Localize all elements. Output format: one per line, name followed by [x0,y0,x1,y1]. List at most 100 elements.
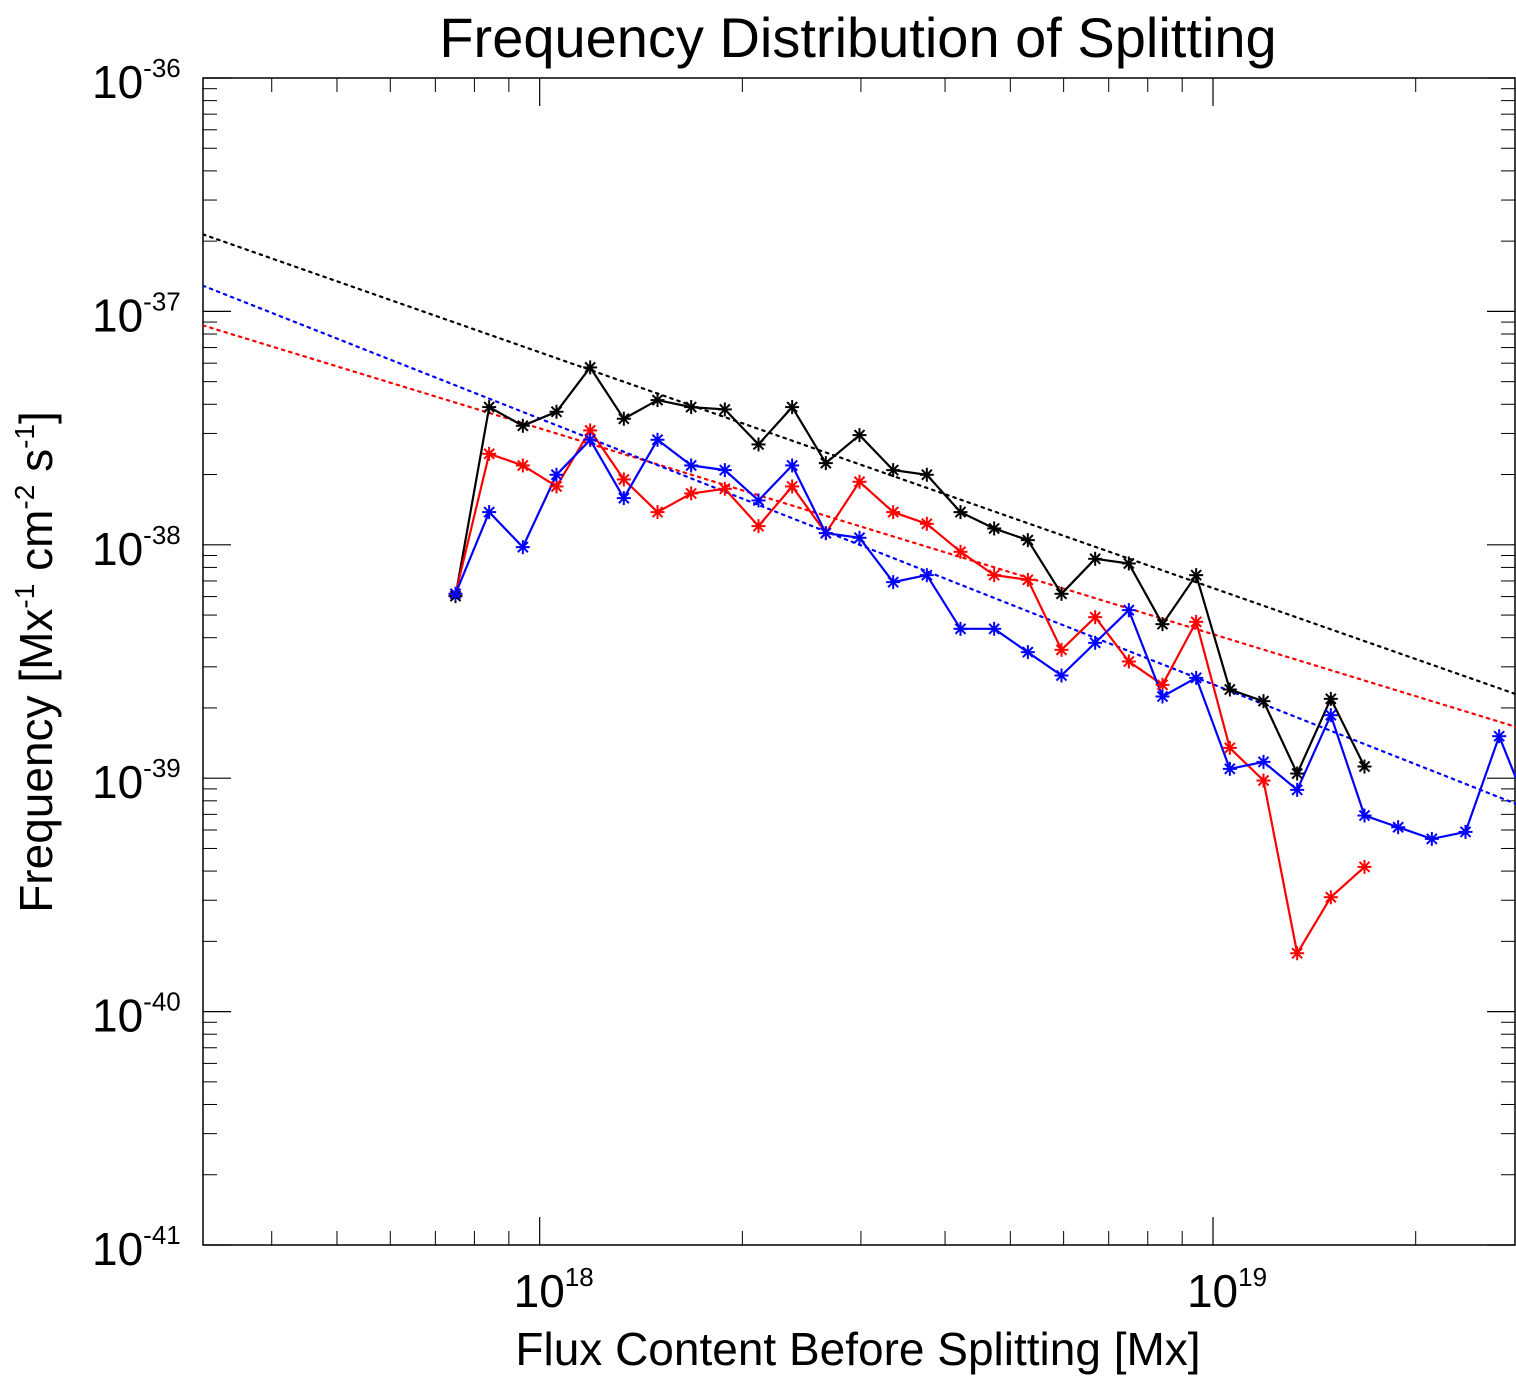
black-point [1323,691,1338,706]
black-point [684,400,699,415]
red-point [751,519,766,534]
blue-point [785,458,800,473]
blue-point [1121,603,1136,618]
series-markers [448,360,1507,961]
red-point [886,505,901,520]
y-tick-label: 10-39 [92,753,181,808]
y-axis-label-superscript: -1 [9,584,40,609]
blue-point [987,621,1002,636]
y-tick-labels: 10-36 10-37 10-38 10-39 10-40 10-41 [92,53,181,1275]
blue-fit-line [203,284,1516,805]
blue-point [1020,645,1035,660]
red-point [1357,859,1372,874]
blue-point [448,586,463,601]
black-point [1088,551,1103,566]
red-point [1189,614,1204,629]
blue-point [549,467,564,482]
black-point [549,404,564,419]
black-point [818,456,833,471]
black-point [852,428,867,443]
black-point [482,400,497,415]
blue-point [1290,782,1305,797]
red-fit-line [203,324,1516,728]
black-point [1222,682,1237,697]
series-lines [454,365,1516,957]
black-point [1054,586,1069,601]
blue-point [1088,635,1103,650]
black-point [785,400,800,415]
y-tick-label: 10-37 [92,286,181,341]
black-point [751,437,766,452]
blue-point [1054,668,1069,683]
blue-point [1391,820,1406,835]
blue-point [515,540,530,555]
black-point [650,393,665,408]
red-point [1121,654,1136,669]
black-point [886,463,901,478]
blue-point [482,505,497,520]
major-ticks [203,77,1515,1246]
blue-point [751,493,766,508]
minor-ticks [203,78,1515,1245]
red-point [515,458,530,473]
blue-point [1222,761,1237,776]
blue-point [1357,808,1372,823]
black-point [583,360,598,375]
red-point [1222,740,1237,755]
x-tick-label: 1019 [1187,1262,1267,1317]
red-point [1290,946,1305,961]
red-point [650,505,665,520]
black-point [1357,759,1372,774]
red-point [549,479,564,494]
black-point [953,505,968,520]
red-point [785,479,800,494]
black-point [1121,556,1136,571]
blue-point [1424,831,1439,846]
y-axis-label-text: Frequency [Mx [10,609,62,913]
red-point [482,446,497,461]
red-point [1020,572,1035,587]
black-point [1155,617,1170,632]
y-tick-label: 10-36 [92,53,181,108]
y-axis-label-text: cm [10,510,62,584]
plot-border [202,77,1516,1246]
blue-point [1323,708,1338,723]
black-point [987,521,1002,536]
blue-point [1458,824,1473,839]
blue-point [684,458,699,473]
black-point [616,411,631,426]
black-fit-line [203,233,1516,696]
y-axis-label-text: ] [10,411,62,424]
red-point [1155,677,1170,692]
blue-point [953,621,968,636]
blue-point [886,575,901,590]
red-point [616,472,631,487]
y-tick-label: 10-38 [92,520,181,575]
black-point [717,402,732,417]
red-series-line [454,428,1366,957]
red-point [852,474,867,489]
red-point [1323,890,1338,905]
red-point [684,486,699,501]
blue-point [919,568,934,583]
blue-point [583,432,598,447]
red-point [1256,773,1271,788]
x-axis-label: Flux Content Before Splitting [Mx] [515,1323,1200,1375]
black-point [1020,533,1035,548]
blue-point [1256,754,1271,769]
y-axis-label: Frequency [Mx-1 cm-2 s-1] [9,411,62,913]
red-point [717,481,732,496]
red-point [1088,610,1103,625]
y-axis-label-superscript: -1 [9,424,40,449]
y-tick-label: 10-41 [92,1220,181,1275]
black-point [1189,568,1204,583]
blue-point [1155,689,1170,704]
black-point [1256,694,1271,709]
y-axis-label-text: s [10,449,62,485]
black-point [515,418,530,433]
y-axis-label-superscript: -2 [9,485,40,510]
blue-point [1492,729,1507,744]
black-point [1290,766,1305,781]
y-tick-label: 10-40 [92,987,181,1042]
